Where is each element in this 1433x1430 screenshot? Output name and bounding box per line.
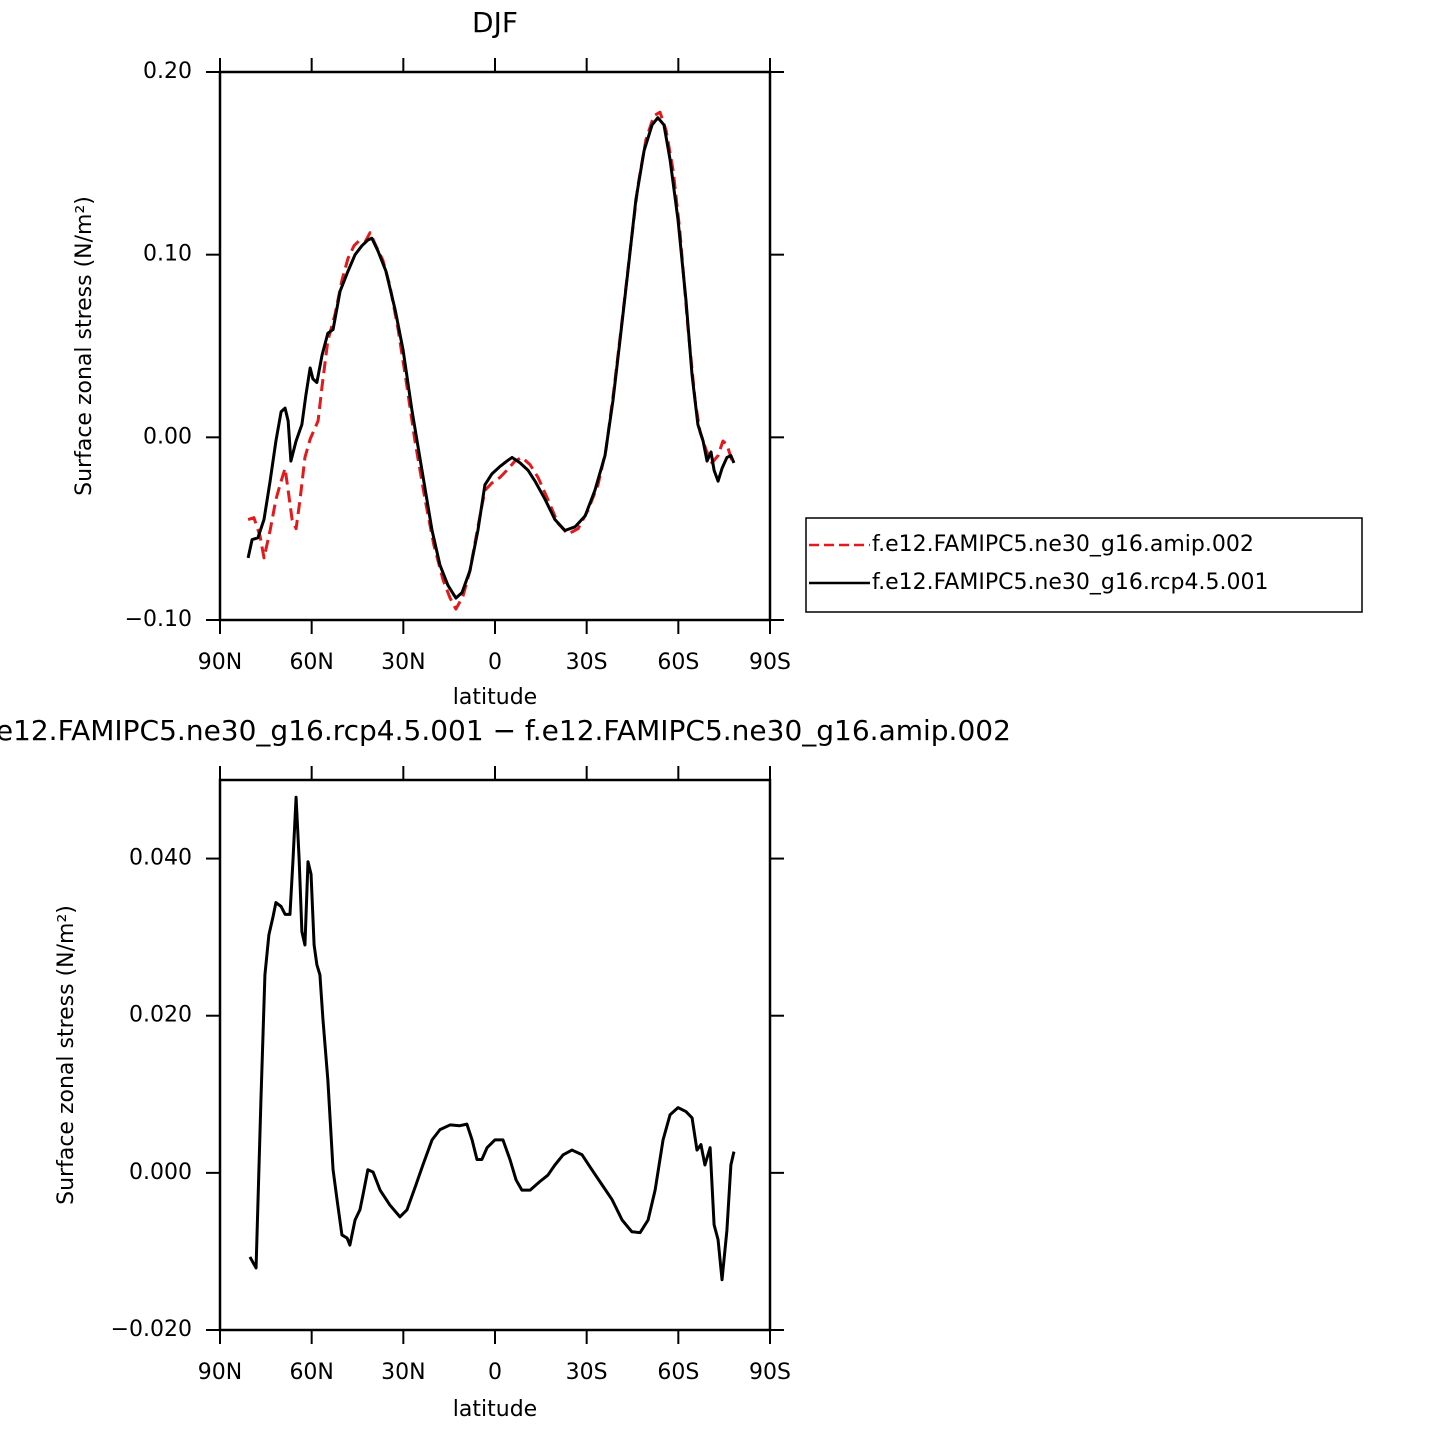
x-tick-label: 30N: [381, 650, 425, 675]
x-tick-label: 90S: [749, 1360, 791, 1385]
y-tick-label: 0.000: [129, 1160, 192, 1185]
x-tick-label: 90N: [198, 1360, 242, 1385]
legend-label: f.e12.FAMIPC5.ne30_g16.amip.002: [872, 532, 1254, 557]
y-axis-label: Surface zonal stress (N/m²): [54, 905, 79, 1205]
x-tick-label: 30N: [381, 1360, 425, 1385]
y-tick-label: 0.040: [129, 846, 192, 871]
y-axis-label: Surface zonal stress (N/m²): [72, 196, 97, 496]
legend-label: f.e12.FAMIPC5.ne30_g16.rcp4.5.001: [872, 570, 1268, 595]
x-tick-label: 0: [488, 650, 502, 675]
y-tick-label: 0.00: [143, 424, 192, 449]
x-tick-label: 30S: [566, 1360, 608, 1385]
x-tick-label: 60N: [289, 1360, 333, 1385]
y-tick-label: −0.020: [111, 1317, 192, 1342]
y-tick-label: 0.020: [129, 1003, 192, 1028]
x-axis-label: latitude: [453, 685, 537, 710]
y-tick-label: −0.10: [125, 607, 192, 632]
x-tick-label: 60S: [657, 1360, 699, 1385]
chart-title: f.e12.FAMIPC5.ne30_g16.rcp4.5.001 − f.e1…: [0, 714, 1011, 747]
plot-frame: [218, 70, 772, 622]
x-axis-label: latitude: [453, 1397, 537, 1422]
y-tick-label: 0.20: [143, 59, 192, 84]
y-tick-label: 0.10: [143, 242, 192, 267]
data-line: [248, 795, 736, 1282]
legend-box: [805, 517, 1363, 613]
x-tick-label: 60S: [657, 650, 699, 675]
x-tick-label: 30S: [566, 650, 608, 675]
x-tick-label: 60N: [289, 650, 333, 675]
data-line: [246, 116, 736, 600]
x-tick-label: 90N: [198, 650, 242, 675]
chart-title: DJF: [472, 6, 518, 39]
x-tick-label: 90S: [749, 650, 791, 675]
x-tick-label: 0: [488, 1360, 502, 1385]
plot-frame: [218, 778, 772, 1332]
